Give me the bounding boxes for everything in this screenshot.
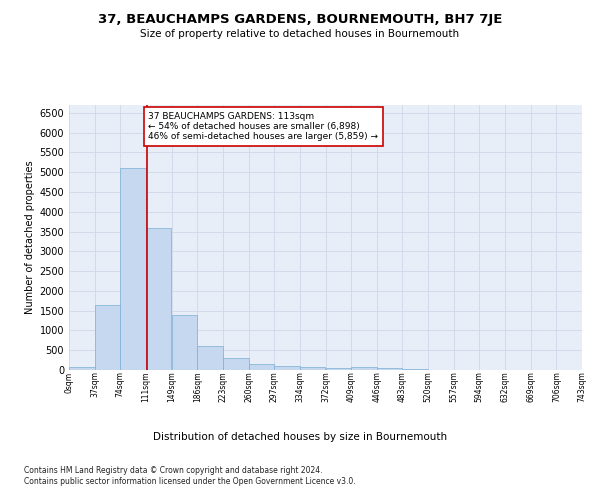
Bar [172,314,197,370]
Bar [377,368,403,370]
Bar [146,228,171,370]
Bar [352,367,377,370]
Bar [248,364,274,370]
Text: Size of property relative to detached houses in Bournemouth: Size of property relative to detached ho… [140,29,460,39]
Bar [274,366,299,370]
Bar [197,346,223,370]
Bar [95,304,120,370]
Text: Distribution of detached houses by size in Bournemouth: Distribution of detached houses by size … [153,432,447,442]
Bar [223,358,248,370]
Bar [326,368,352,370]
Text: 37, BEAUCHAMPS GARDENS, BOURNEMOUTH, BH7 7JE: 37, BEAUCHAMPS GARDENS, BOURNEMOUTH, BH7… [98,12,502,26]
Bar [299,367,325,370]
Text: Contains HM Land Registry data © Crown copyright and database right 2024.: Contains HM Land Registry data © Crown c… [24,466,323,475]
Text: 37 BEAUCHAMPS GARDENS: 113sqm
← 54% of detached houses are smaller (6,898)
46% o: 37 BEAUCHAMPS GARDENS: 113sqm ← 54% of d… [148,112,379,142]
Text: Contains public sector information licensed under the Open Government Licence v3: Contains public sector information licen… [24,477,356,486]
Y-axis label: Number of detached properties: Number of detached properties [25,160,35,314]
Bar [403,369,428,370]
Bar [120,168,146,370]
Bar [69,367,95,370]
